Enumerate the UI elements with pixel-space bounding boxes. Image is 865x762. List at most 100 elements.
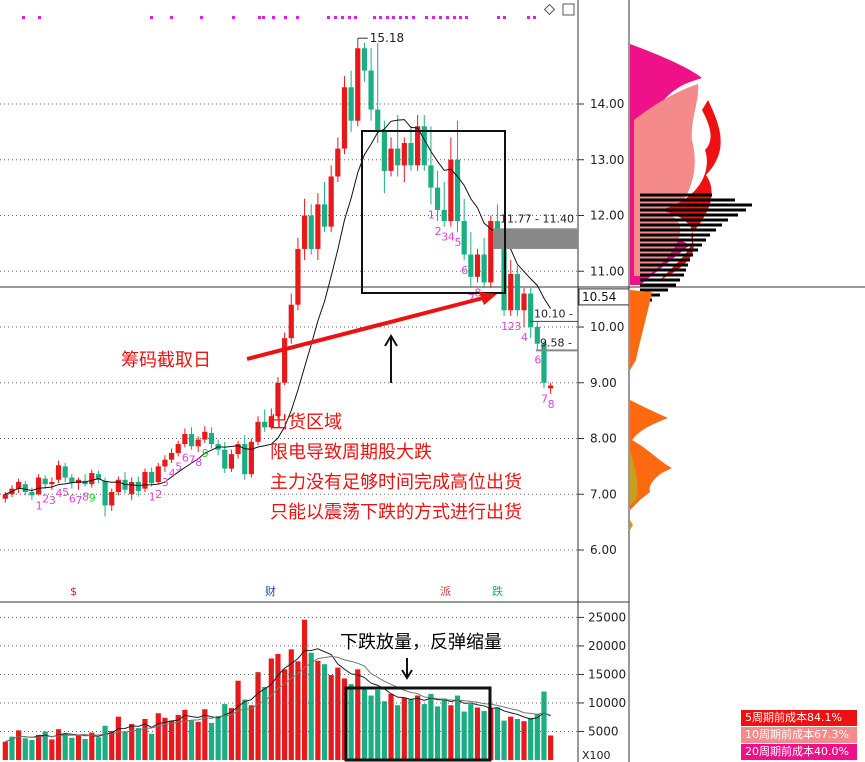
- candle: [162, 455, 168, 472]
- candle-body: [488, 221, 494, 283]
- cost-legend-5: 5周期前成本84.1%: [741, 710, 857, 726]
- candle-body: [142, 471, 148, 489]
- volume-bar: [315, 660, 321, 760]
- candle-body: [328, 176, 334, 227]
- candle: [481, 237, 487, 288]
- top-event-dot: [200, 16, 203, 19]
- candle: [541, 340, 547, 389]
- candle-body: [22, 484, 28, 493]
- top-event-dot: [392, 16, 395, 19]
- top-event-dot: [272, 16, 275, 19]
- sequence-mark: 6: [534, 353, 541, 366]
- volume-bar: [222, 704, 228, 760]
- price-tick-label: 11.00: [590, 264, 624, 278]
- candle: [355, 38, 361, 127]
- sequence-mark: 7: [468, 292, 475, 305]
- candle: [528, 287, 534, 339]
- candle-body: [275, 382, 281, 417]
- candle-body: [29, 492, 35, 496]
- volume-bar: [514, 718, 520, 760]
- volume-bar: [122, 732, 128, 760]
- candle: [381, 120, 387, 194]
- volume-bars: [0, 616, 578, 760]
- top-event-dot: [334, 16, 337, 19]
- event-marker-bg: [69, 583, 81, 597]
- top-event-dot: [354, 16, 357, 19]
- candle-body: [548, 385, 554, 389]
- top-event-dot: [412, 16, 415, 19]
- candle: [375, 42, 381, 144]
- volume-axis: 5000 10000 15000 20000 25000 X100: [578, 610, 626, 762]
- volume-bar: [355, 669, 361, 760]
- volume-bar: [428, 693, 434, 760]
- candle-body: [441, 209, 447, 222]
- top-event-dot: [327, 16, 330, 19]
- candle: [122, 471, 128, 494]
- candle-body: [401, 143, 407, 166]
- volume-bar: [115, 716, 121, 760]
- candle-body: [521, 293, 527, 311]
- top-event-dot: [386, 16, 389, 19]
- sequence-mark: 1: [36, 499, 43, 512]
- sequence-mark: 2: [155, 488, 162, 501]
- cost-legend-20: 20周期前成本40.0%: [741, 744, 857, 760]
- volume-annotation: 下跌放量，反弹缩量: [340, 632, 502, 653]
- candle: [395, 115, 401, 177]
- candle-body: [162, 459, 168, 467]
- volume-bar: [149, 733, 155, 760]
- candle-body: [388, 148, 394, 171]
- volume-bar: [534, 713, 540, 760]
- volume-bar: [235, 680, 241, 760]
- volume-bar: [461, 711, 467, 760]
- volume-bar: [168, 720, 175, 760]
- sequence-mark: 1: [149, 490, 156, 503]
- candle-body: [428, 165, 434, 188]
- sequence-mark: 3: [49, 494, 56, 507]
- event-marker: 跌: [492, 584, 503, 598]
- volume-bar: [62, 733, 68, 760]
- volume-bar: [135, 728, 141, 760]
- volume-bar: [82, 738, 88, 760]
- volume-bar: [481, 710, 487, 760]
- top-event-dot: [446, 16, 449, 19]
- candle: [149, 467, 155, 487]
- candle-body: [262, 421, 268, 428]
- volume-bar: [208, 722, 215, 760]
- candle-body: [95, 474, 102, 480]
- sequence-mark: 2: [435, 225, 442, 238]
- candle: [368, 48, 374, 121]
- candle: [508, 260, 514, 316]
- volume-bar: [388, 693, 394, 760]
- sequence-mark: 4: [521, 331, 528, 344]
- top-event-dot: [432, 16, 435, 19]
- volume-bar: [75, 735, 82, 760]
- candle-body: [16, 481, 22, 489]
- top-event-dot: [296, 16, 299, 19]
- volume-bar: [2, 741, 8, 760]
- top-event-dot: [150, 16, 153, 19]
- sequence-mark: 5: [62, 486, 69, 499]
- top-event-dot: [439, 16, 442, 19]
- volume-bar: [275, 653, 281, 760]
- sequence-mark: 8: [195, 456, 202, 469]
- volume-ma10: [5, 655, 551, 743]
- price-tick-label: 6.00: [590, 543, 617, 557]
- candle-body: [468, 254, 474, 277]
- chip-5-period: [660, 100, 721, 280]
- candle: [275, 377, 281, 419]
- candle-body: [42, 478, 48, 485]
- candle-body: [2, 494, 8, 499]
- candle: [415, 115, 421, 171]
- candle-body: [208, 432, 215, 445]
- top-event-dot: [459, 16, 462, 19]
- top-event-dot: [232, 16, 235, 19]
- candle: [62, 463, 68, 482]
- volume-bar: [548, 735, 554, 760]
- price-tick-label: 8.00: [590, 432, 617, 446]
- price-tag-label: 9.58 -: [540, 336, 572, 349]
- sequence-mark: 7: [75, 494, 82, 507]
- volume-bar: [401, 697, 407, 760]
- candle: [42, 475, 48, 489]
- sequence-mark: 5: [455, 236, 462, 249]
- volume-bar: [454, 695, 461, 760]
